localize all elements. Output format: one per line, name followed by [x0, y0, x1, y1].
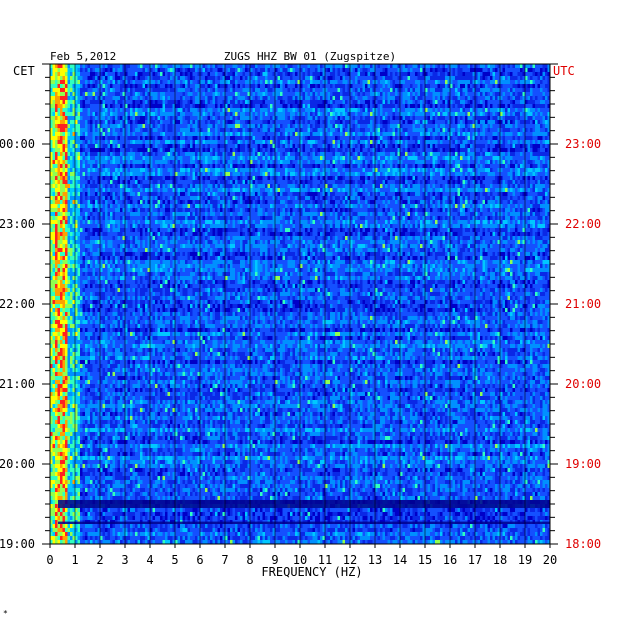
right-time-label-1800: 18:00	[565, 537, 601, 551]
x-tick-label-0: 0	[46, 553, 53, 567]
left-time-label-1900: 19:00	[0, 537, 35, 551]
x-tick-label-15: 15	[418, 553, 432, 567]
right-time-label-2200: 22:00	[565, 217, 601, 231]
right-time-label-2300: 23:00	[565, 137, 601, 151]
left-time-label-2000: 20:00	[0, 457, 35, 471]
x-tick-label-20: 20	[543, 553, 557, 567]
left-time-axis: 00:00 23:00 22:00 21:00 20:00 19:00	[0, 64, 50, 551]
x-tick-label-6: 6	[196, 553, 203, 567]
x-tick-label-16: 16	[443, 553, 457, 567]
x-tick-label-13: 13	[368, 553, 382, 567]
right-time-label-2000: 20:00	[565, 377, 601, 391]
left-time-label-0000: 00:00	[0, 137, 35, 151]
left-time-label-2300: 23:00	[0, 217, 35, 231]
x-tick-label-5: 5	[171, 553, 178, 567]
left-timezone-label: CET	[13, 64, 35, 78]
x-tick-label-17: 17	[468, 553, 482, 567]
x-tick-label-2: 2	[96, 553, 103, 567]
x-tick-label-14: 14	[393, 553, 407, 567]
left-time-label-2200: 22:00	[0, 297, 35, 311]
x-axis-label: FREQUENCY (HZ)	[261, 565, 362, 579]
footnote-mark: *	[3, 609, 8, 618]
x-tick-label-7: 7	[221, 553, 228, 567]
gap-band-1	[58, 500, 550, 508]
right-time-label-2100: 21:00	[565, 297, 601, 311]
x-tick-label-8: 8	[246, 553, 253, 567]
left-time-label-2100: 21:00	[0, 377, 35, 391]
frequency-axis: 0 1 2 3 4 5 6 7 8 9 10 11 12 13 14 15 16 17 18 19 20	[46, 544, 557, 567]
right-time-label-1900: 19:00	[565, 457, 601, 471]
gap-band-0	[58, 522, 550, 524]
x-tick-label-1: 1	[71, 553, 78, 567]
x-tick-label-4: 4	[146, 553, 153, 567]
right-timezone-label: UTC	[553, 64, 575, 78]
x-tick-label-18: 18	[493, 553, 507, 567]
date-label: Feb 5,2012	[50, 50, 116, 63]
x-tick-label-19: 19	[518, 553, 532, 567]
chart-title: ZUGS HHZ BW 01 (Zugspitze)	[224, 50, 396, 63]
x-tick-label-3: 3	[121, 553, 128, 567]
right-time-axis: 23:00 22:00 21:00 20:00 19:00 18:00	[550, 64, 601, 551]
